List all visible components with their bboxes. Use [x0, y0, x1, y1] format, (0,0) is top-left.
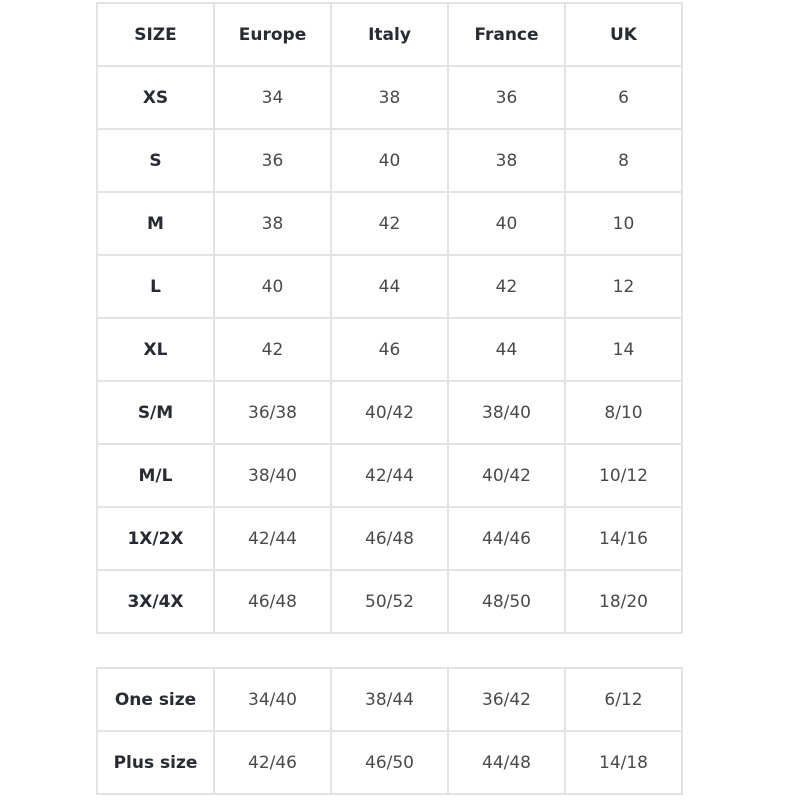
- size-label-cell: L: [96, 254, 215, 319]
- size-value-cell: 38: [213, 191, 332, 256]
- table-row: XL 42 46 44 14: [96, 317, 683, 382]
- size-value-cell: 44/46: [447, 506, 566, 571]
- size-chart-table: SIZE Europe Italy France UK XS 34 38 36 6 S 36 40 38 8…: [96, 2, 683, 634]
- table-row: M/L 38/40 42/44 40/42 10/12: [96, 443, 683, 508]
- size-value-cell: 14/16: [564, 506, 683, 571]
- size-value-cell: 8/10: [564, 380, 683, 445]
- size-value-cell: 44: [447, 317, 566, 382]
- column-header: SIZE: [96, 2, 215, 67]
- table-row: S 36 40 38 8: [96, 128, 683, 193]
- size-value-cell: 34/40: [213, 667, 332, 732]
- size-value-cell: 46: [330, 317, 449, 382]
- table-row: XS 34 38 36 6: [96, 65, 683, 130]
- size-label-cell: One size: [96, 667, 215, 732]
- size-value-cell: 36/38: [213, 380, 332, 445]
- column-header: Europe: [213, 2, 332, 67]
- size-value-cell: 34: [213, 65, 332, 130]
- size-value-cell: 50/52: [330, 569, 449, 634]
- size-value-cell: 42/46: [213, 730, 332, 795]
- size-label-cell: 3X/4X: [96, 569, 215, 634]
- table-row: Plus size 42/46 46/50 44/48 14/18: [96, 730, 683, 795]
- size-value-cell: 40: [330, 128, 449, 193]
- size-label-cell: 1X/2X: [96, 506, 215, 571]
- size-value-cell: 46/48: [213, 569, 332, 634]
- size-value-cell: 42: [213, 317, 332, 382]
- column-header: France: [447, 2, 566, 67]
- header-row: SIZE Europe Italy France UK: [96, 2, 683, 67]
- size-value-cell: 44/48: [447, 730, 566, 795]
- table-row: 1X/2X 42/44 46/48 44/46 14/16: [96, 506, 683, 571]
- size-value-cell: 38/44: [330, 667, 449, 732]
- size-label-cell: Plus size: [96, 730, 215, 795]
- size-value-cell: 36: [447, 65, 566, 130]
- size-label-cell: XL: [96, 317, 215, 382]
- size-label-cell: M/L: [96, 443, 215, 508]
- size-value-cell: 18/20: [564, 569, 683, 634]
- size-value-cell: 40/42: [447, 443, 566, 508]
- size-label-cell: M: [96, 191, 215, 256]
- size-value-cell: 10: [564, 191, 683, 256]
- column-header: UK: [564, 2, 683, 67]
- size-value-cell: 10/12: [564, 443, 683, 508]
- size-value-cell: 42: [330, 191, 449, 256]
- size-value-cell: 38/40: [213, 443, 332, 508]
- table-row: S/M 36/38 40/42 38/40 8/10: [96, 380, 683, 445]
- table-row: L 40 44 42 12: [96, 254, 683, 319]
- size-value-cell: 8: [564, 128, 683, 193]
- size-value-cell: 38: [447, 128, 566, 193]
- size-value-cell: 40: [447, 191, 566, 256]
- size-value-cell: 12: [564, 254, 683, 319]
- size-value-cell: 14/18: [564, 730, 683, 795]
- size-value-cell: 44: [330, 254, 449, 319]
- table-row: 3X/4X 46/48 50/52 48/50 18/20: [96, 569, 683, 634]
- size-value-cell: 36: [213, 128, 332, 193]
- size-value-cell: 40: [213, 254, 332, 319]
- special-size-table: One size 34/40 38/44 36/42 6/12 Plus size 42/4…: [96, 667, 683, 795]
- size-value-cell: 42/44: [213, 506, 332, 571]
- size-value-cell: 14: [564, 317, 683, 382]
- column-header: Italy: [330, 2, 449, 67]
- table-row: One size 34/40 38/44 36/42 6/12: [96, 667, 683, 732]
- size-value-cell: 6/12: [564, 667, 683, 732]
- size-value-cell: 38: [330, 65, 449, 130]
- size-label-cell: XS: [96, 65, 215, 130]
- size-label-cell: S/M: [96, 380, 215, 445]
- size-value-cell: 46/50: [330, 730, 449, 795]
- table-row: M 38 42 40 10: [96, 191, 683, 256]
- size-label-cell: S: [96, 128, 215, 193]
- size-value-cell: 42/44: [330, 443, 449, 508]
- size-value-cell: 46/48: [330, 506, 449, 571]
- size-value-cell: 48/50: [447, 569, 566, 634]
- size-value-cell: 6: [564, 65, 683, 130]
- size-value-cell: 38/40: [447, 380, 566, 445]
- size-value-cell: 40/42: [330, 380, 449, 445]
- size-value-cell: 36/42: [447, 667, 566, 732]
- size-value-cell: 42: [447, 254, 566, 319]
